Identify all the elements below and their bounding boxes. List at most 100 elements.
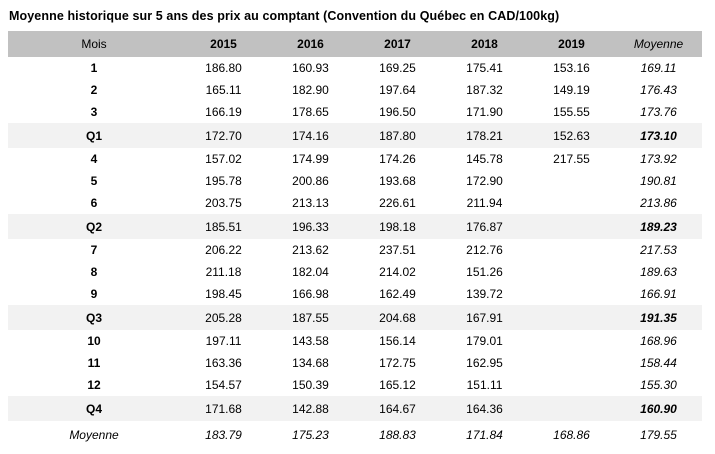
average-cell: 217.53 — [640, 243, 677, 257]
value-cell: 171.84 — [466, 428, 503, 442]
value-cell: 198.45 — [205, 287, 242, 301]
value-cell: 200.86 — [292, 174, 329, 188]
value-cell: 134.68 — [292, 356, 329, 370]
value-cell: 169.25 — [379, 61, 416, 75]
month-row: 11 163.36 134.68 172.75 162.95 158.44 — [8, 352, 702, 374]
average-cell: 155.30 — [640, 378, 677, 392]
value-cell: 160.93 — [292, 61, 329, 75]
column-header-2017: 2017 — [354, 31, 441, 57]
row-label: 12 — [87, 378, 101, 392]
value-cell: 167.91 — [441, 305, 528, 330]
value-cell: 151.26 — [466, 265, 503, 279]
row-label: Moyenne — [69, 428, 119, 442]
row-label: 5 — [90, 174, 98, 188]
value-cell: 164.67 — [354, 396, 441, 421]
value-cell: 174.16 — [267, 123, 354, 148]
value-cell: 168.86 — [553, 428, 590, 442]
column-header-2018: 2018 — [441, 31, 528, 57]
value-cell — [528, 283, 615, 305]
month-row: 9 198.45 166.98 162.49 139.72 166.91 — [8, 283, 702, 305]
value-cell: 162.95 — [466, 356, 503, 370]
table-header: Mois 2015 2016 2017 2018 2019 Moyenne — [8, 31, 702, 57]
column-header-2016: 2016 — [267, 31, 354, 57]
value-cell: 187.32 — [466, 83, 503, 97]
value-cell: 166.19 — [205, 105, 242, 119]
value-cell — [528, 305, 615, 330]
column-header-mois: Mois — [8, 31, 180, 57]
column-header-moyenne: Moyenne — [615, 31, 702, 57]
average-cell: 189.23 — [615, 214, 702, 239]
value-cell: 206.22 — [205, 243, 242, 257]
value-cell: 211.18 — [205, 265, 242, 279]
row-label: 4 — [90, 152, 98, 166]
average-cell: 191.35 — [615, 305, 702, 330]
table-title: Moyenne historique sur 5 ans des prix au… — [9, 9, 560, 23]
value-cell: 163.36 — [205, 356, 242, 370]
month-row: 12 154.57 150.39 165.12 151.11 155.30 — [8, 374, 702, 396]
value-cell: 197.11 — [205, 334, 242, 348]
value-cell: 211.94 — [466, 196, 503, 210]
value-cell: 151.11 — [466, 378, 503, 392]
value-cell: 237.51 — [379, 243, 416, 257]
value-cell: 145.78 — [466, 152, 503, 166]
average-cell: 173.92 — [640, 152, 677, 166]
value-cell: 187.80 — [354, 123, 441, 148]
month-row: 4 157.02 174.99 174.26 145.78 217.55 173.92 — [8, 148, 702, 170]
value-cell: 182.04 — [292, 265, 329, 279]
row-label: Q2 — [8, 214, 180, 239]
value-cell: 172.90 — [466, 174, 503, 188]
value-cell — [528, 170, 615, 192]
month-row: 6 203.75 213.13 226.61 211.94 213.86 — [8, 192, 702, 214]
average-cell: 179.55 — [640, 428, 677, 442]
row-label: 2 — [90, 83, 98, 97]
value-cell: 174.99 — [292, 152, 329, 166]
value-cell: 175.41 — [466, 61, 503, 75]
value-cell: 176.87 — [441, 214, 528, 239]
value-cell: 213.13 — [292, 196, 329, 210]
header-row: Mois 2015 2016 2017 2018 2019 Moyenne — [8, 31, 702, 57]
value-cell: 195.78 — [205, 174, 242, 188]
value-cell: 188.83 — [379, 428, 416, 442]
average-cell: 169.11 — [640, 61, 677, 75]
value-cell: 143.58 — [292, 334, 329, 348]
value-cell: 226.61 — [379, 196, 416, 210]
value-cell: 174.26 — [379, 152, 416, 166]
quarter-row: Q1 172.70 174.16 187.80 178.21 152.63 173.10 — [8, 123, 702, 148]
value-cell: 205.28 — [180, 305, 267, 330]
value-cell — [528, 396, 615, 421]
average-cell: 158.44 — [640, 356, 677, 370]
value-cell: 198.18 — [354, 214, 441, 239]
value-cell: 153.16 — [553, 61, 590, 75]
row-label: 7 — [90, 243, 98, 257]
average-cell: 213.86 — [640, 196, 677, 210]
month-row: 5 195.78 200.86 193.68 172.90 190.81 — [8, 170, 702, 192]
value-cell: 164.36 — [441, 396, 528, 421]
value-cell: 156.14 — [379, 334, 416, 348]
value-cell: 150.39 — [292, 378, 329, 392]
average-cell: 176.43 — [640, 83, 677, 97]
value-cell: 172.70 — [180, 123, 267, 148]
average-cell: 190.81 — [640, 174, 677, 188]
average-cell: 189.63 — [640, 265, 677, 279]
month-row: 7 206.22 213.62 237.51 212.76 217.53 — [8, 239, 702, 261]
column-header-2019: 2019 — [528, 31, 615, 57]
row-label: Q4 — [8, 396, 180, 421]
value-cell: 171.90 — [466, 105, 503, 119]
average-row: Moyenne 183.79 175.23 188.83 171.84 168.86 179… — [8, 421, 702, 449]
row-label: 6 — [90, 196, 98, 210]
value-cell: 193.68 — [379, 174, 416, 188]
row-label: 9 — [90, 287, 98, 301]
row-label: Q3 — [8, 305, 180, 330]
value-cell — [528, 374, 615, 396]
value-cell: 178.21 — [441, 123, 528, 148]
value-cell — [528, 214, 615, 239]
value-cell: 178.65 — [292, 105, 329, 119]
row-label: 10 — [87, 334, 101, 348]
value-cell: 196.50 — [379, 105, 416, 119]
average-cell: 168.96 — [640, 334, 677, 348]
month-row: 8 211.18 182.04 214.02 151.26 189.63 — [8, 261, 702, 283]
value-cell: 203.75 — [205, 196, 242, 210]
value-cell: 204.68 — [354, 305, 441, 330]
value-cell: 165.12 — [379, 378, 416, 392]
